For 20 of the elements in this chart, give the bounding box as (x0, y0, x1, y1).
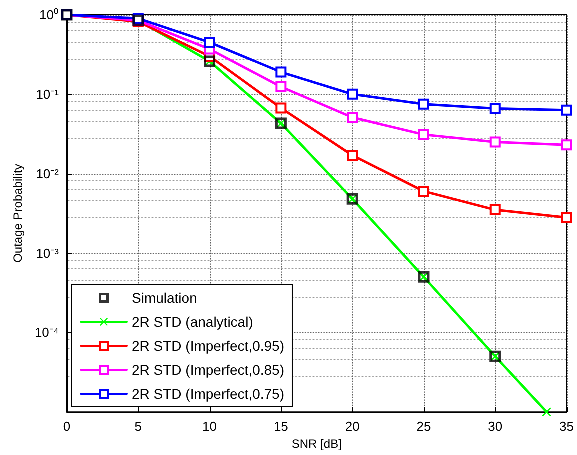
y-tick-label: 10⁻¹ (36, 86, 60, 102)
y-axis-title: Outage Probability (11, 164, 26, 263)
legend-label: Simulation (132, 290, 198, 306)
legend-label: 2R STD (analytical) (132, 314, 254, 330)
x-tick-label: 0 (63, 419, 71, 434)
y-tick-label: 10⁻³ (36, 246, 60, 261)
x-tick-label: 10 (202, 419, 218, 434)
x-tick-label: 5 (134, 419, 142, 434)
legend-label: 2R STD (Imperfect,0.95) (132, 338, 284, 354)
y-tick-label: 10⁰ (40, 8, 59, 22)
x-tick-label: 20 (345, 419, 360, 434)
x-tick-label: 35 (560, 419, 574, 434)
x-tick-label: 25 (416, 419, 432, 434)
y-tick-label: 10⁻⁴ (34, 325, 59, 340)
legend-label: 2R STD (Imperfect,0.85) (132, 362, 284, 378)
x-axis-title: SNR [dB] (292, 437, 342, 451)
x-tick-label: 30 (488, 419, 503, 434)
legend-label: 2R STD (Imperfect,0.75) (132, 386, 284, 402)
y-tick-label: 10⁻² (36, 166, 60, 182)
x-tick-label: 15 (274, 419, 288, 434)
